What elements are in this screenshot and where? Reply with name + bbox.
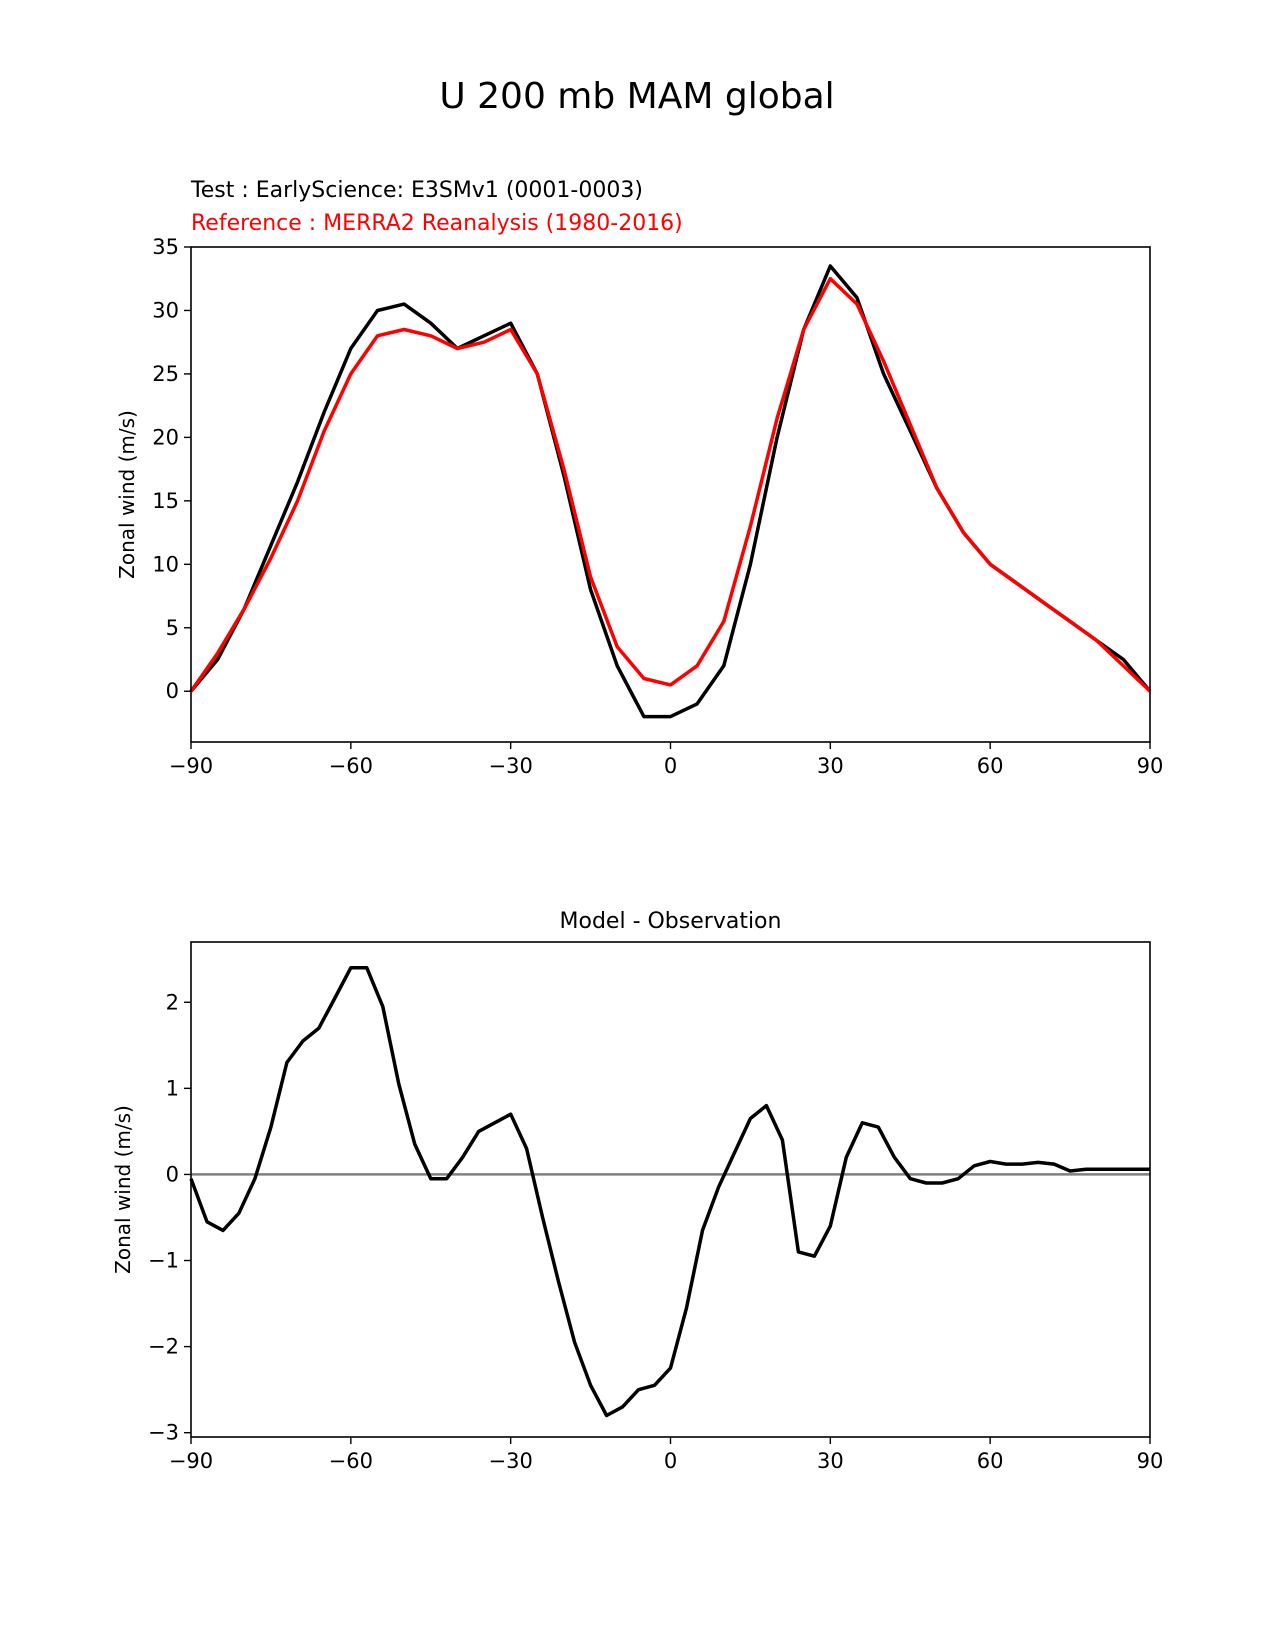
x-tick-label: 60 (977, 1449, 1004, 1473)
panel-title: Model - Observation (560, 909, 782, 934)
y-tick-label: −2 (148, 1335, 179, 1359)
y-tick-label: 30 (152, 298, 179, 322)
y-tick-label: 10 (152, 552, 179, 576)
y-tick-label: −3 (148, 1421, 179, 1445)
axes-frame (190, 246, 1151, 743)
y-tick-label: 0 (166, 679, 179, 703)
y-tick-label: 5 (166, 616, 179, 640)
difference-series-line (189, 966, 1150, 1418)
x-tick-label: 90 (1137, 754, 1164, 778)
y-tick-label: 25 (152, 362, 179, 386)
reference-label: Reference : MERRA2 Reanalysis (1980-2016… (191, 211, 683, 236)
y-axis-label: Zonal wind (m/s) (111, 1105, 135, 1274)
y-tick-label: 0 (166, 1162, 179, 1186)
x-tick-label: 0 (664, 754, 677, 778)
x-tick-label: −60 (329, 1449, 373, 1473)
y-tick-label: 1 (166, 1076, 179, 1100)
y-tick-label: 15 (152, 489, 179, 513)
x-tick-label: −90 (169, 754, 213, 778)
x-tick-label: −60 (329, 754, 373, 778)
x-tick-label: 0 (664, 1449, 677, 1473)
y-tick-label: −1 (148, 1249, 179, 1273)
test-series-line (189, 264, 1152, 719)
x-tick-label: −30 (489, 754, 533, 778)
x-tick-label: 90 (1137, 1449, 1164, 1473)
x-tick-label: 30 (817, 754, 844, 778)
x-tick-label: 60 (977, 754, 1004, 778)
top-panel: −90 −60 −30 0 30 60 90 0 5 10 15 20 25 30 35 Zonal wind… (115, 235, 1163, 778)
y-tick-label: 35 (152, 235, 179, 259)
y-tick-label: 2 (166, 990, 179, 1014)
x-tick-label: −30 (489, 1449, 533, 1473)
x-tick-label: 30 (817, 1449, 844, 1473)
test-label: Test : EarlyScience: E3SMv1 (0001-0003) (190, 178, 643, 203)
y-tick-label: 20 (152, 425, 179, 449)
figure-title: U 200 mb MAM global (439, 76, 834, 117)
x-tick-label: −90 (169, 1449, 213, 1473)
y-axis-label: Zonal wind (m/s) (115, 410, 139, 579)
reference-series-line (189, 276, 1152, 693)
bottom-panel: Model - Observation −90 −60 −30 0 30 60 90 −3 −2 −… (111, 909, 1163, 1473)
